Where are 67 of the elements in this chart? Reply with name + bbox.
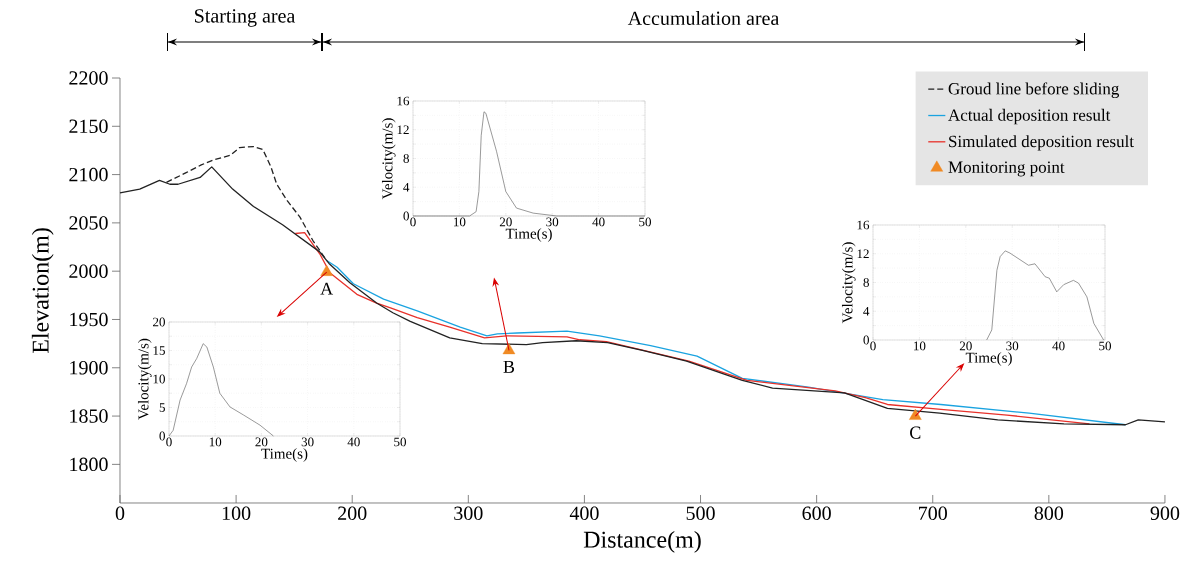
x-tick-label: 50: [394, 437, 406, 447]
y-axis-title: Velocity(m/s): [381, 118, 396, 200]
x-tick-label: 600: [802, 506, 831, 521]
y-tick-label: 1800: [70, 457, 108, 472]
x-tick-label: 300: [454, 506, 483, 521]
y-tick-label: 2000: [69, 264, 108, 278]
x-tick-label: 10: [209, 437, 222, 447]
legend-label: Actual deposition result: [948, 108, 1111, 125]
y-tick-label: 2100: [69, 167, 108, 182]
text: Starting area: [195, 9, 296, 27]
y-tick-label: 2150: [69, 119, 108, 134]
legend-label: Monitoring point: [948, 161, 1065, 177]
x-tick-label: 500: [686, 506, 715, 521]
y-tick-label: 16: [397, 96, 410, 106]
x-tick-label: 10: [914, 341, 926, 351]
y-tick-label: 1900: [70, 361, 108, 375]
x-tick-label: 40: [1052, 341, 1065, 351]
y-tick-label: 15: [153, 346, 165, 355]
y-tick-label: 12: [857, 249, 869, 259]
annotation: B: [503, 360, 515, 373]
x-tick-label: 30: [301, 437, 314, 447]
legend-label: Groud line before sliding: [948, 82, 1120, 99]
x-tick-label: 20: [255, 437, 268, 447]
annotation: A: [320, 282, 334, 295]
y-tick-label: 20: [153, 317, 165, 327]
x-axis-title: Time(s): [965, 352, 1012, 366]
x-tick-label: 0: [115, 506, 125, 521]
line-series: [412, 111, 646, 217]
y-tick-label: 4: [863, 306, 870, 316]
line-series: [168, 343, 274, 437]
y-tick-label: 8: [403, 154, 409, 163]
x-tick-label: 400: [569, 506, 599, 521]
x-tick-label: 30: [1006, 341, 1019, 351]
y-tick-label: 16: [857, 220, 870, 230]
y-axis-title: Elevation(m): [31, 228, 54, 354]
y-tick-label: 5: [159, 403, 165, 412]
x-tick-label: 100: [222, 506, 251, 521]
y-tick-label: 1850: [70, 409, 108, 423]
x-tick-label: 50: [1099, 341, 1112, 351]
y-axis-title: Velocity(m/s): [137, 338, 152, 420]
y-tick-label: 12: [397, 125, 409, 135]
text: Accumulation area: [627, 10, 780, 26]
point: [909, 408, 922, 420]
x-tick-label: 30: [546, 217, 559, 227]
x-axis-title: Time(s): [505, 228, 552, 242]
x-tick-label: 800: [1034, 506, 1064, 521]
y-tick-label: 1950: [70, 312, 108, 327]
x-tick-label: 50: [639, 217, 652, 227]
x-tick-label: 20: [959, 341, 972, 351]
y-tick-label: 4: [403, 182, 410, 192]
x-axis-title: Time(s): [261, 448, 308, 462]
x-tick-label: 700: [919, 506, 947, 521]
y-axis-title: Velocity(m/s): [841, 242, 856, 324]
x-tick-label: 40: [592, 217, 605, 227]
legend-label: Simulated deposition result: [949, 135, 1134, 151]
x-axis-title: Distance(m): [583, 530, 701, 553]
y-tick-label: 2050: [69, 216, 108, 230]
x-tick-label: 200: [338, 506, 367, 521]
y-tick-label: 8: [863, 278, 869, 287]
annotation: C: [910, 426, 921, 439]
x-tick-label: 0: [166, 437, 172, 447]
y-tick-label: 10: [153, 374, 165, 384]
x-tick-label: 40: [347, 437, 360, 447]
x-tick-label: 900: [1150, 506, 1180, 521]
x-tick-label: 10: [454, 217, 466, 227]
y-tick-label: 2200: [69, 71, 108, 85]
x-tick-label: 20: [499, 217, 512, 227]
